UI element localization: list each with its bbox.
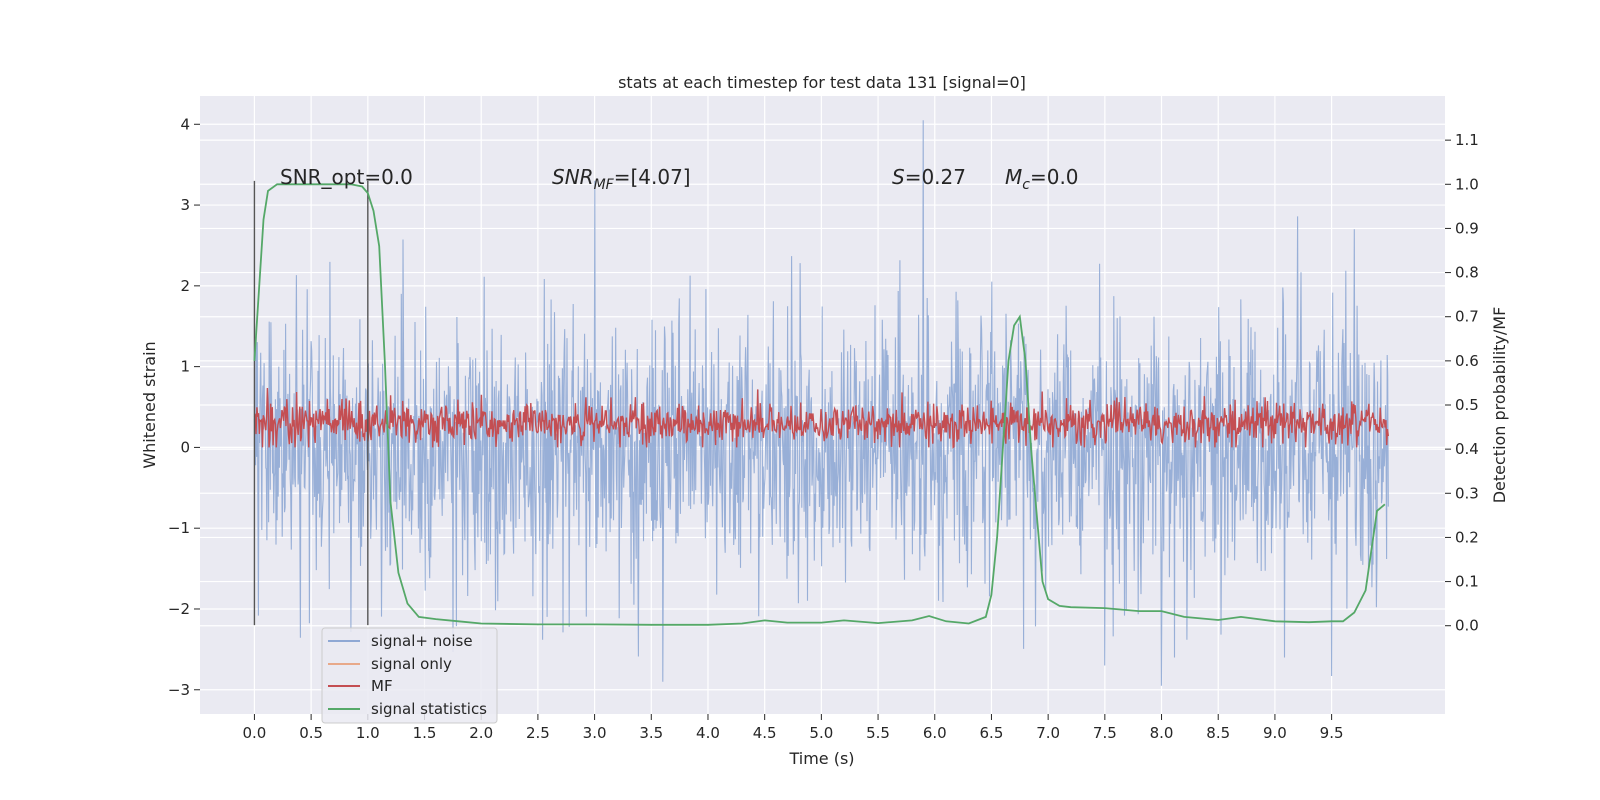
s-symbol: S [892, 165, 905, 189]
y-tick-label: −2 [168, 600, 190, 618]
legend-label-signal-only: signal only [371, 655, 452, 673]
x-tick-label: 2.0 [469, 724, 493, 742]
x-tick-label: 9.5 [1320, 724, 1344, 742]
y2-tick-label: 1.1 [1455, 131, 1479, 149]
snr-mf-subscript: MF [594, 177, 615, 193]
signal-statistics-layer [253, 183, 1386, 626]
x-tick-label: 4.5 [753, 724, 777, 742]
legend-box [321, 627, 498, 724]
y2-tick-label: 0.4 [1455, 440, 1479, 458]
x-tick-label: 1.0 [356, 724, 380, 742]
x-tick-label: 2.5 [526, 724, 550, 742]
y2-tick-label: 0.8 [1455, 264, 1479, 282]
y-tick-label: 1 [180, 358, 190, 376]
y-tick-label: 4 [180, 115, 190, 133]
annotation-snr-opt: SNR_opt=0.0 [280, 165, 413, 189]
y2-tick-label: 0.0 [1455, 617, 1479, 635]
window-markers [253, 180, 369, 626]
y-axis-ticks: 4 3 2 1 0 −1 −2 −3 [168, 115, 200, 699]
mc-value: =0.0 [1030, 165, 1079, 189]
series-signal-noise [253, 120, 1389, 686]
y2-tick-label: 0.2 [1455, 528, 1479, 546]
mc-symbol: M [1005, 165, 1022, 189]
y2-tick-label: 0.3 [1455, 484, 1479, 502]
legend-label-mf: MF [371, 677, 393, 695]
annotation-snr-mf: SNRMF=[4.07] [552, 165, 691, 193]
x-tick-label: 0.5 [299, 724, 323, 742]
legend-label-signal-noise: signal+ noise [371, 632, 473, 650]
x-tick-label: 6.0 [923, 724, 947, 742]
x-tick-label: 7.5 [1093, 724, 1117, 742]
x-tick-label: 5.5 [866, 724, 890, 742]
x-tick-label: 3.5 [639, 724, 663, 742]
y-tick-label: 2 [180, 277, 190, 295]
grid [200, 96, 1445, 714]
y2-tick-label: 0.6 [1455, 352, 1479, 370]
y2-axis-label: Detection probability/MF [1490, 307, 1509, 504]
annotation-mc: Mc=0.0 [1005, 165, 1079, 193]
y-tick-label: −3 [168, 681, 190, 699]
traces [253, 120, 1389, 686]
x-tick-label: 4.0 [696, 724, 720, 742]
x-tick-label: 0.0 [242, 724, 266, 742]
y2-tick-label: 0.7 [1455, 308, 1479, 326]
y-axis-label: Whitened strain [140, 341, 159, 468]
x-tick-label: 8.5 [1206, 724, 1230, 742]
annotation-s: S=0.27 [892, 165, 966, 189]
chart-title: stats at each timestep for test data 131… [618, 73, 1026, 92]
series-signal-statistics [253, 183, 1386, 626]
s-value: =0.27 [905, 165, 966, 189]
y2-tick-label: 0.5 [1455, 396, 1479, 414]
legend-label-signal-statistics: signal statistics [371, 700, 487, 718]
x-tick-label: 5.0 [809, 724, 833, 742]
x-tick-label: 6.5 [980, 724, 1004, 742]
snr-mf-value: =[4.07] [614, 165, 691, 189]
y-tick-label: −1 [168, 519, 190, 537]
y2-tick-label: 0.1 [1455, 573, 1479, 591]
x-tick-label: 7.0 [1036, 724, 1060, 742]
series-mf [253, 387, 1389, 449]
y2-axis-ticks: 1.1 1.0 0.9 0.8 0.7 0.6 0.5 0.4 0.3 0.2 0.1 0.0 [1445, 131, 1479, 635]
y2-tick-label: 1.0 [1455, 175, 1479, 193]
y-tick-label: 0 [180, 438, 190, 456]
y-tick-label: 3 [180, 196, 190, 214]
x-axis-label: Time (s) [788, 749, 854, 768]
y2-tick-label: 0.9 [1455, 219, 1479, 237]
legend: signal+ noise signal only MF signal stat… [321, 627, 498, 724]
x-tick-label: 9.0 [1263, 724, 1287, 742]
mc-subscript: c [1022, 177, 1030, 193]
x-tick-label: 3.0 [583, 724, 607, 742]
x-tick-label: 1.5 [413, 724, 437, 742]
x-tick-label: 8.0 [1150, 724, 1174, 742]
x-axis-ticks: 0.0 0.5 1.0 1.5 2.0 2.5 3.0 3.5 4.0 4.5 5.0 5.5 6.0 6… [242, 714, 1344, 742]
snr-mf-symbol: SNR [552, 165, 594, 189]
